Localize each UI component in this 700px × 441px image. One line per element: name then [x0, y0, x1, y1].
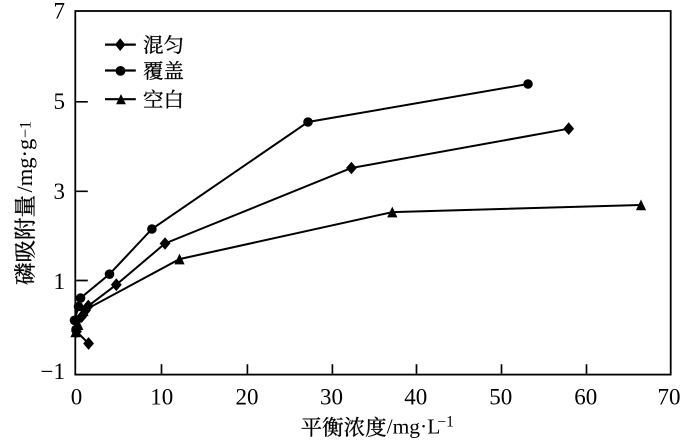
svg-text:−1: −1 — [16, 121, 34, 138]
svg-text:7: 7 — [54, 0, 66, 23]
svg-text:30: 30 — [320, 385, 343, 410]
svg-text:−1: −1 — [41, 359, 65, 384]
svg-text:5: 5 — [54, 89, 66, 114]
svg-text:0: 0 — [71, 385, 83, 410]
svg-text:50: 50 — [489, 385, 512, 410]
svg-text:/mg·L: /mg·L — [387, 414, 441, 438]
svg-text:−1: −1 — [437, 413, 453, 430]
svg-text:20: 20 — [236, 385, 259, 410]
svg-text:70: 70 — [658, 385, 681, 410]
svg-text:10: 10 — [150, 385, 173, 410]
svg-text:/mg·g: /mg·g — [12, 139, 37, 193]
svg-text:40: 40 — [404, 385, 427, 410]
svg-text:3: 3 — [54, 179, 66, 204]
svg-text:1: 1 — [54, 269, 66, 294]
svg-text:60: 60 — [574, 385, 597, 410]
